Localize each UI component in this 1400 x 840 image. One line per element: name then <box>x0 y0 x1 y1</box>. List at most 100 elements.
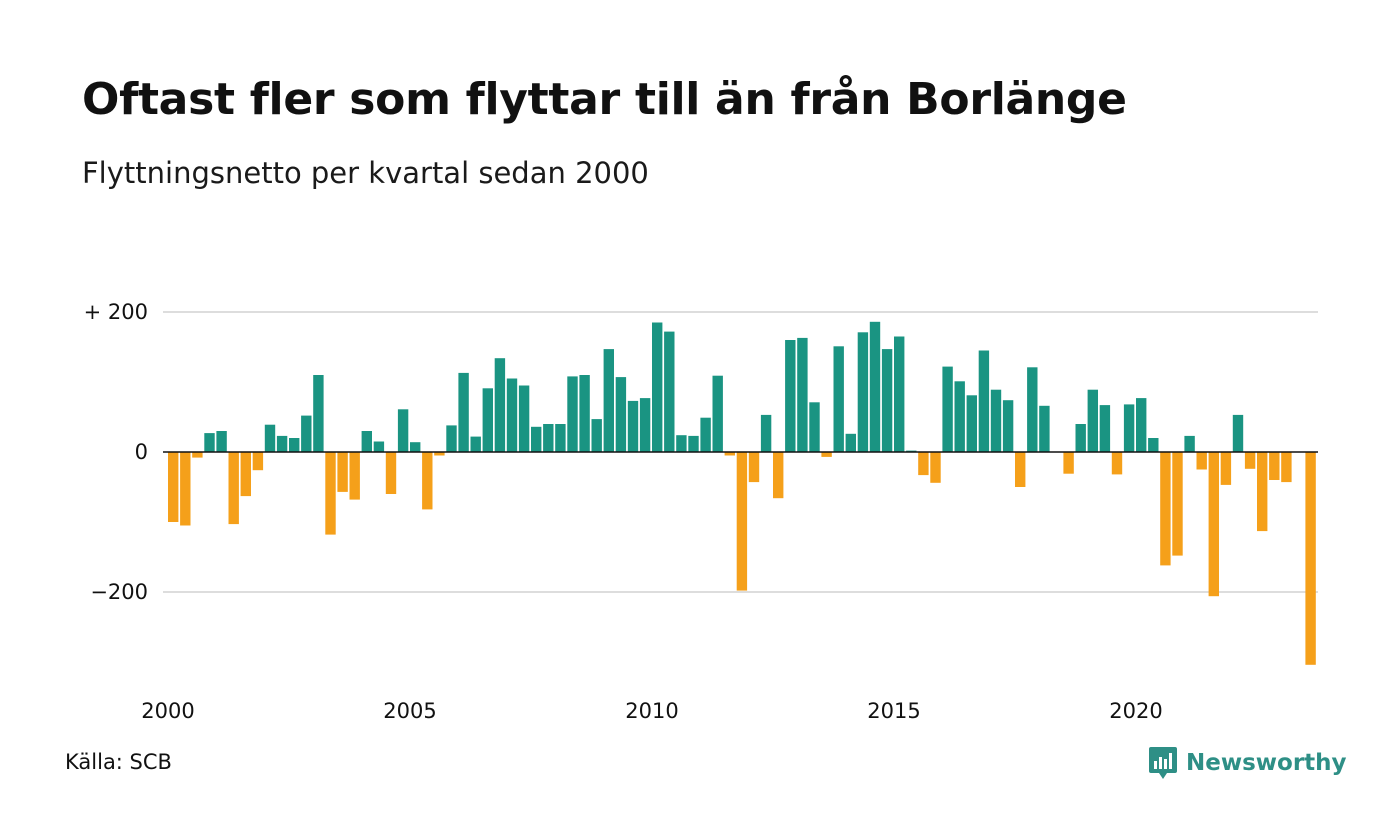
bar <box>930 452 941 483</box>
bar <box>821 452 832 457</box>
bar <box>325 452 336 535</box>
bar <box>555 424 566 452</box>
x-tick-label: 2005 <box>383 699 436 723</box>
bar <box>652 322 663 452</box>
bar <box>228 452 239 525</box>
bar <box>1208 452 1219 597</box>
bar <box>252 452 264 471</box>
bar <box>990 389 1002 452</box>
bar <box>313 375 324 452</box>
bar <box>760 414 772 452</box>
source-note: Källa: SCB <box>65 750 172 774</box>
bar <box>385 452 397 494</box>
bar <box>579 375 590 452</box>
bar <box>216 431 227 452</box>
gridlines <box>163 311 1318 593</box>
bar <box>954 381 965 452</box>
bar <box>1184 435 1195 452</box>
bar <box>361 431 372 452</box>
bar <box>942 366 953 452</box>
bar <box>809 402 820 452</box>
y-tick-label: 0 <box>135 440 148 464</box>
x-tick-label: 2020 <box>1109 699 1162 723</box>
bar <box>688 435 699 452</box>
bar <box>1269 452 1280 480</box>
bar <box>603 349 614 452</box>
x-tick-label: 2000 <box>141 699 194 723</box>
bar <box>1087 389 1098 452</box>
x-axis: 2000 2005 2010 2015 2020 <box>141 699 1162 723</box>
bar <box>240 452 251 497</box>
bar <box>736 452 748 591</box>
bar <box>482 388 493 452</box>
bar <box>410 442 421 452</box>
bar <box>664 331 675 452</box>
bar <box>434 452 445 456</box>
bar <box>615 377 627 452</box>
bar <box>1172 452 1183 556</box>
bar <box>1099 405 1111 452</box>
bar <box>1244 452 1256 469</box>
bar <box>966 395 977 452</box>
bar <box>1281 452 1292 483</box>
bar <box>833 346 844 452</box>
bar <box>373 441 385 452</box>
bar <box>1063 452 1074 474</box>
bar <box>1136 398 1147 452</box>
bar <box>1160 452 1171 566</box>
bar <box>1305 452 1316 665</box>
bar <box>1220 452 1232 485</box>
bar-series <box>168 321 1316 665</box>
x-tick-label: 2010 <box>625 699 678 723</box>
bar <box>676 435 687 452</box>
bar <box>518 385 530 452</box>
bar <box>773 452 784 499</box>
bar <box>1111 452 1123 475</box>
y-axis: + 200 0 −200 <box>84 300 148 604</box>
bar <box>168 452 179 522</box>
bar <box>1002 400 1014 452</box>
bar <box>712 375 723 452</box>
bar <box>869 321 881 452</box>
bar <box>785 340 796 452</box>
bar <box>458 372 469 452</box>
bar <box>506 378 518 452</box>
bar <box>289 438 300 452</box>
bar <box>470 436 481 452</box>
chart-subtitle: Flyttningsnetto per kvartal sedan 2000 <box>82 156 649 190</box>
bar <box>845 433 856 452</box>
bar <box>978 350 990 452</box>
bar <box>301 415 312 452</box>
chart-title: Oftast fler som flyttar till än från Bor… <box>82 74 1127 125</box>
bar <box>422 452 433 510</box>
bar <box>724 452 735 456</box>
bar <box>397 409 409 452</box>
bar <box>1015 452 1026 487</box>
bar <box>1196 452 1207 470</box>
bar <box>531 426 542 452</box>
newsworthy-logo-text: Newsworthy <box>1186 750 1347 776</box>
bar-chart: + 200 0 −200 2000 2005 2010 2015 2020 <box>84 300 1318 723</box>
bar <box>1123 404 1135 452</box>
x-tick-label: 2015 <box>867 699 920 723</box>
newsworthy-logo-icon <box>1149 747 1177 779</box>
bar <box>264 424 276 452</box>
bar <box>276 435 288 452</box>
bar <box>337 452 348 492</box>
bar <box>894 336 905 452</box>
bar <box>797 337 808 452</box>
bar <box>1027 367 1038 452</box>
bar <box>192 452 203 458</box>
bar <box>180 452 191 526</box>
bar <box>446 425 457 452</box>
bar <box>881 349 893 452</box>
bar <box>748 452 760 483</box>
bar <box>349 452 360 500</box>
bar <box>627 400 639 452</box>
bar <box>857 332 869 452</box>
bar <box>918 452 929 476</box>
newsworthy-logo: Newsworthy <box>1148 744 1347 782</box>
bar <box>543 424 554 452</box>
bar <box>1232 414 1244 452</box>
bar <box>700 417 711 452</box>
